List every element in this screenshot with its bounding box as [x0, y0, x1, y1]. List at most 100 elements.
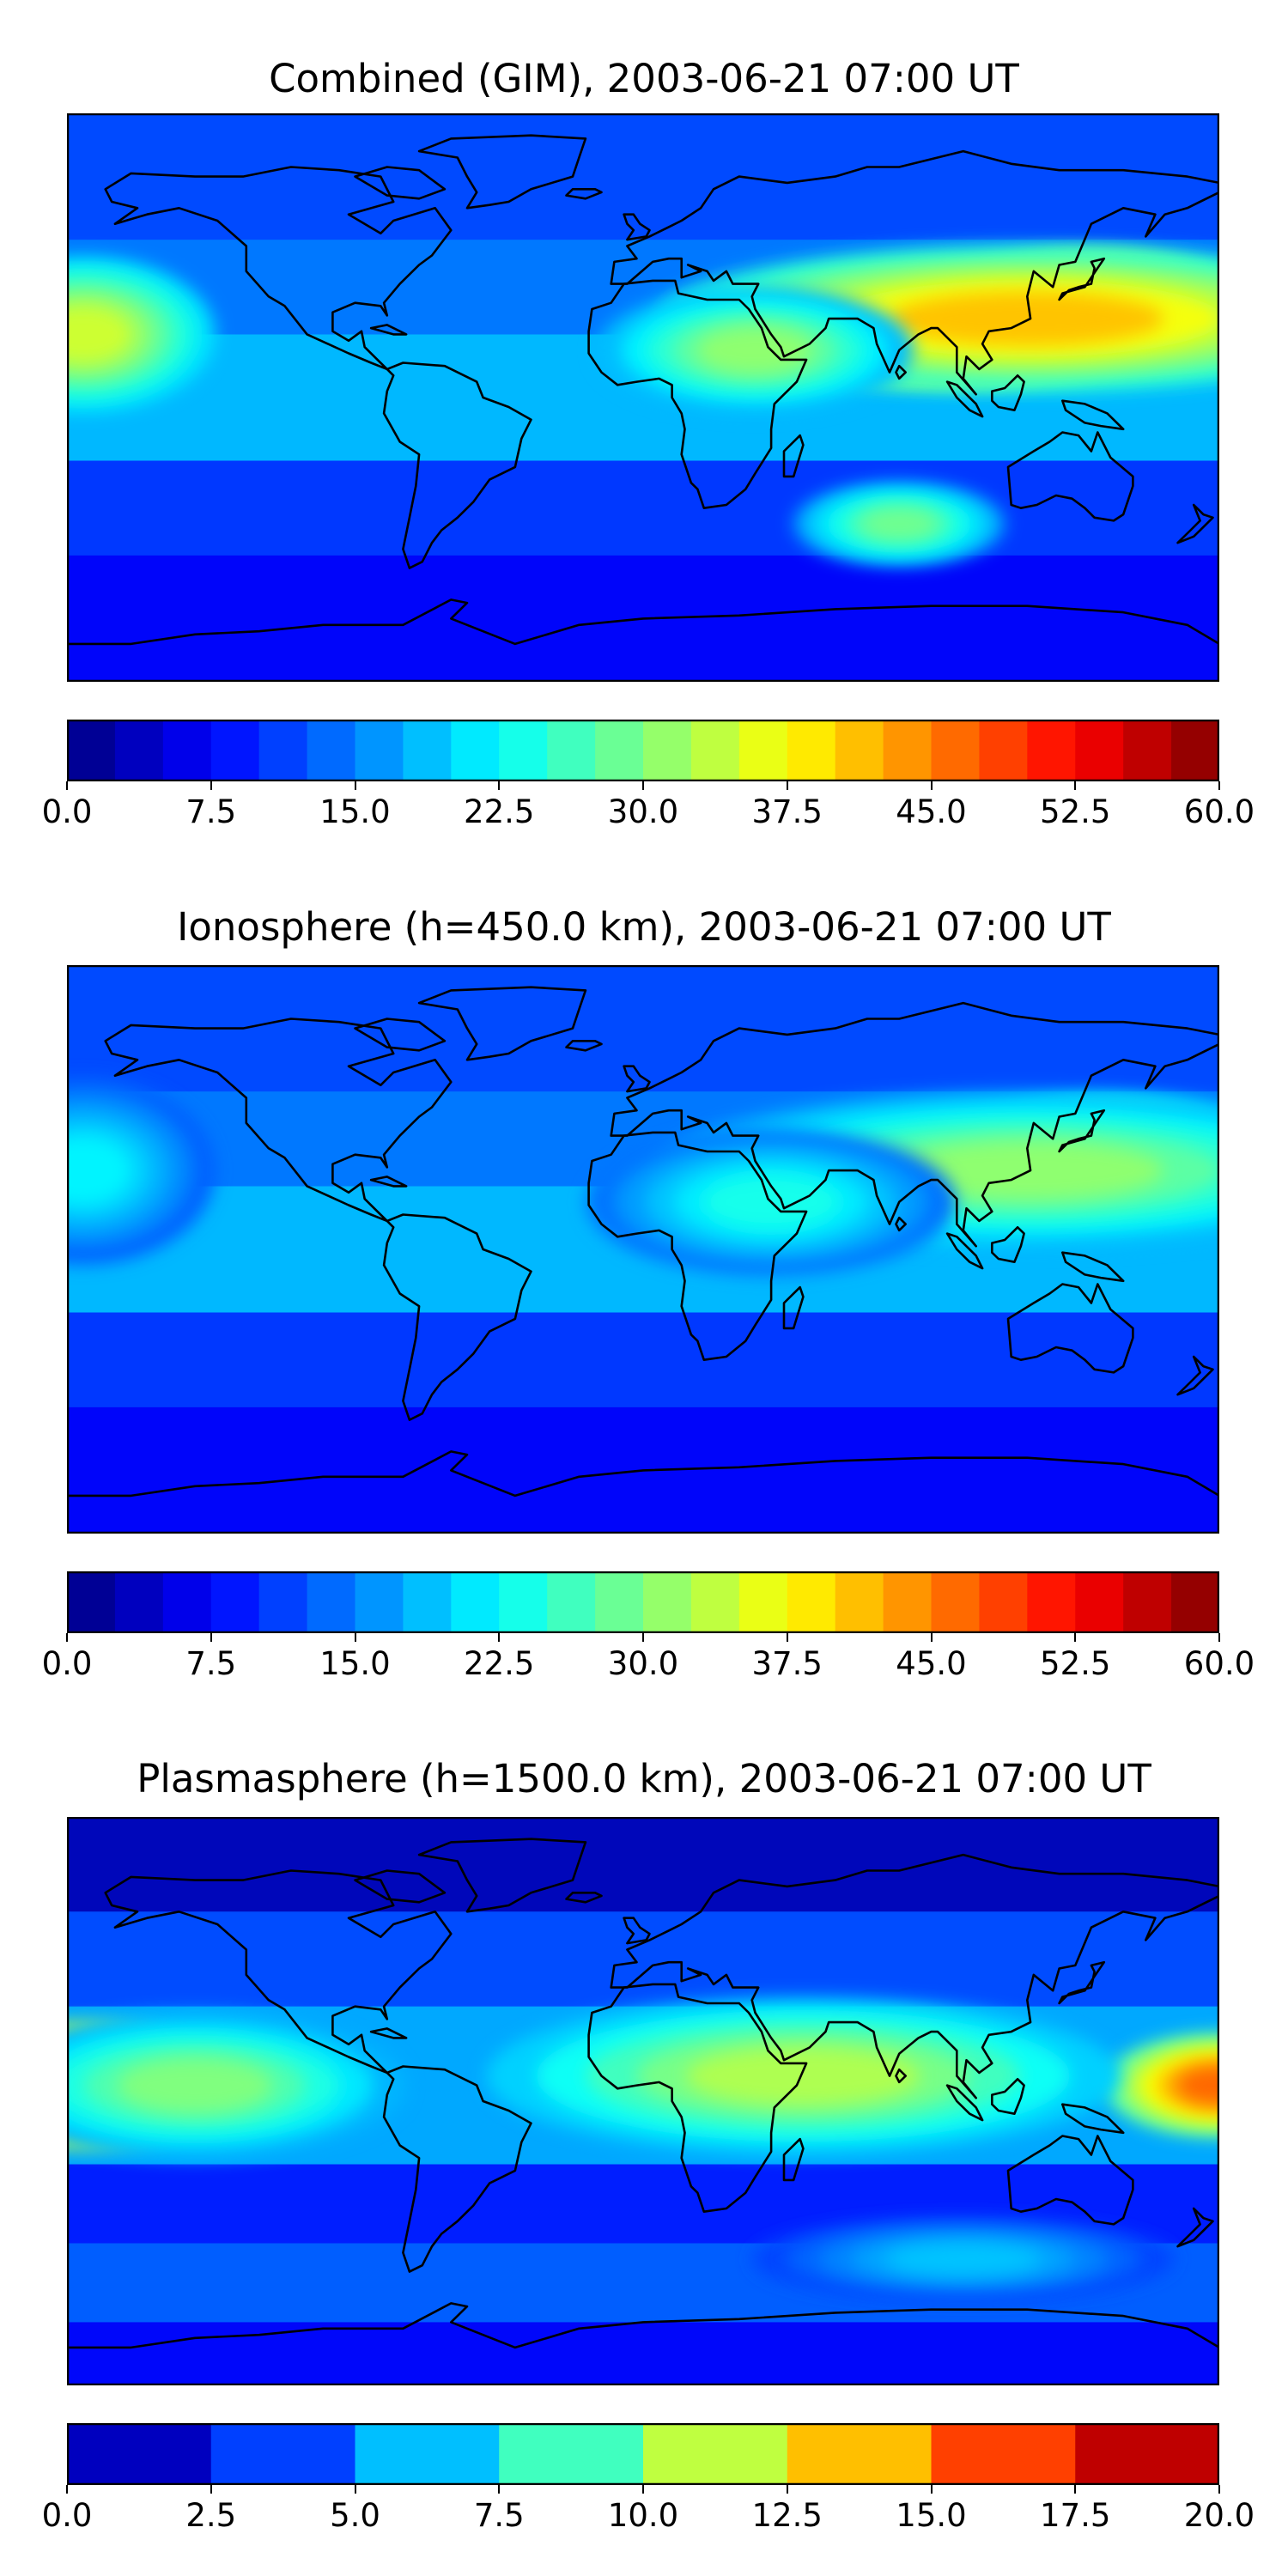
colorbar-tick-mark [786, 2485, 788, 2494]
coastline-cuba [369, 2027, 408, 2039]
contour-hotspot-4-level-4 [67, 1135, 132, 1206]
colorbar-bin-6 [355, 720, 404, 781]
colorbar-tick-mark [930, 781, 933, 790]
colorbar-tick-label: 52.5 [1040, 1645, 1111, 1682]
coastline-eurasia [610, 1001, 1219, 1248]
contour-hotspot-4-level-4 [117, 2058, 274, 2113]
colorbar-tick-mark [786, 781, 788, 790]
contour-hotspot-2-level-4 [890, 1141, 1164, 1200]
coastline-south-america [382, 1213, 532, 1421]
colorbar-tick-label: 7.5 [185, 793, 237, 830]
coastline-antarctica [67, 1450, 1219, 1498]
colorbar-bin-5 [787, 2423, 933, 2485]
colorbar-tick-mark [1074, 781, 1077, 790]
colorbar-bin-13 [690, 720, 740, 781]
colorbar-plasmasphere: 0.0 2.5 5.0 7.5 10.0 12.5 15.0 17.5 20.0 [42, 2422, 1255, 2534]
colorbar-strip [66, 719, 1220, 782]
colorbar-tick-mark [1218, 2485, 1220, 2494]
contour-hotspot-3-level-4 [685, 2046, 920, 2105]
colorbar-bin-10 [547, 720, 596, 781]
colorbar-bin-8 [451, 720, 500, 781]
coastline-new-guinea [1061, 2103, 1125, 2135]
contour-hotspot-2-level-4 [890, 291, 1164, 346]
colorbar-frame [66, 2422, 1220, 2486]
coastline-madagascar [782, 434, 805, 478]
colorbar-bin-7 [403, 1571, 452, 1633]
colorbar-bin-9 [499, 720, 548, 781]
panel-title-ionosphere: Ionosphere (h=450.0 km), 2003-06-21 07:0… [177, 904, 1111, 950]
colorbar-tick-label: 12.5 [751, 2497, 823, 2534]
coastline-sri-lanka [895, 2068, 907, 2084]
colorbar-tick-mark [354, 781, 356, 790]
coastline-eurasia [610, 1853, 1219, 2099]
coastline-south-america [382, 2065, 532, 2273]
coastline-sumatra [945, 2084, 984, 2122]
colorbar-bin-15 [787, 1571, 836, 1633]
colorbar-bin-17 [883, 1571, 933, 1633]
coastline-iceland [565, 1040, 603, 1052]
colorbar-bin-9 [499, 1571, 548, 1633]
colorbar-bin-1 [114, 720, 164, 781]
colorbar-bin-16 [835, 720, 884, 781]
colorbar-tick-label: 2.5 [185, 2497, 237, 2534]
colorbar-tick-mark [66, 781, 68, 790]
colorbar-bin-15 [787, 720, 836, 781]
colorbar-bin-13 [690, 1571, 740, 1633]
map-frame [67, 1817, 1219, 2385]
colorbar-tick-mark [66, 2485, 68, 2494]
colorbar-tick-label: 0.0 [41, 1645, 93, 1682]
colorbar-bin-6 [355, 1571, 404, 1633]
coastline-antarctica [67, 598, 1219, 646]
colorbar-bin-12 [643, 1571, 692, 1633]
contour-hotspot-5-level-4 [860, 508, 939, 540]
colorbar-bin-5 [307, 1571, 356, 1633]
colorbar-bin-21 [1075, 1571, 1124, 1633]
coastline-eurasia [610, 149, 1219, 396]
coastline-borneo [991, 1226, 1025, 1263]
colorbar-bin-14 [738, 1571, 788, 1633]
coastline-madagascar [782, 2137, 805, 2182]
colorbar-bin-4 [643, 2423, 788, 2485]
colorbar-bin-1 [210, 2423, 356, 2485]
colorbar-bin-8 [451, 1571, 500, 1633]
colorbar-tick-mark [1218, 781, 1220, 790]
lat-band-3 [67, 1312, 1219, 1407]
coastline-borneo [991, 2078, 1025, 2115]
coastline-australia [1006, 1283, 1134, 1374]
coastline-japan [1058, 257, 1106, 301]
coastline-sumatra [945, 380, 984, 418]
coastline-new-guinea [1061, 399, 1125, 431]
colorbar-tick-label: 30.0 [607, 793, 679, 830]
colorbar-tick-label: 7.5 [473, 2497, 525, 2534]
colorbar-bin-23 [1171, 720, 1220, 781]
colorbar-bin-14 [738, 720, 788, 781]
coastline-north-america [104, 1018, 453, 1223]
colorbar-tick-label: 52.5 [1040, 793, 1111, 830]
colorbar-tick-label: 17.5 [1040, 2497, 1111, 2534]
colorbar-tick-label: 45.0 [896, 1645, 967, 1682]
coastline-iceland [565, 188, 603, 200]
coastline-japan [1058, 1960, 1106, 2005]
colorbar-bin-23 [1171, 1571, 1220, 1633]
colorbar-tick-mark [210, 781, 212, 790]
colorbar-bin-3 [210, 1571, 260, 1633]
colorbar-bin-11 [595, 720, 644, 781]
coastline-australia [1006, 431, 1134, 522]
coastline-south-america [382, 361, 532, 569]
coastline-africa [587, 1983, 808, 2213]
colorbar-bin-18 [931, 1571, 981, 1633]
colorbar-tick-mark [1074, 1633, 1077, 1642]
coastline-uk [623, 213, 651, 241]
colorbar-tick-mark [786, 1633, 788, 1642]
lat-band-0 [67, 965, 1219, 1092]
colorbar-bin-19 [979, 720, 1028, 781]
colorbar-bin-12 [643, 720, 692, 781]
colorbar-bin-0 [67, 2423, 212, 2485]
colorbar-tick-label: 30.0 [607, 1645, 679, 1682]
colorbar-bin-3 [499, 2423, 644, 2485]
colorbar-tick-label: 37.5 [751, 1645, 823, 1682]
colorbar-tick-label: 15.0 [896, 2497, 967, 2534]
colorbar-frame [66, 1571, 1220, 1634]
colorbar-tick-mark [930, 2485, 933, 2494]
coastline-africa [587, 1131, 808, 1361]
